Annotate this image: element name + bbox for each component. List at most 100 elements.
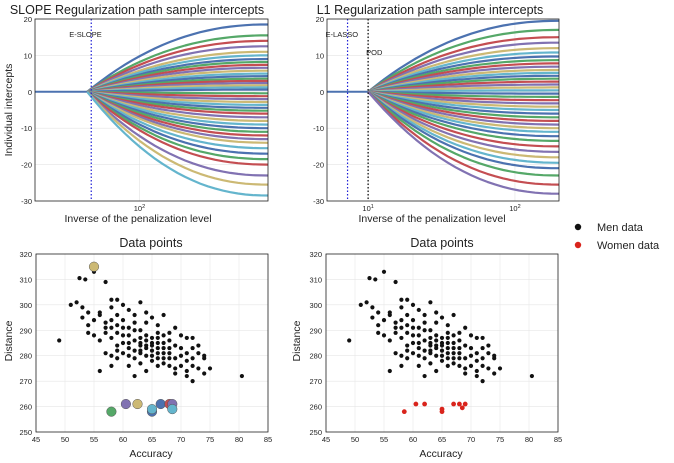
x-tick-label: 50 (351, 435, 359, 444)
x-tick-label: 70 (467, 435, 475, 444)
data-point-men (184, 368, 189, 374)
data-point-men (399, 335, 404, 341)
data-point-men (132, 338, 137, 343)
x-tick-label: 75 (496, 435, 504, 444)
x-tick-label: 60 (409, 435, 417, 444)
data-point-men (115, 323, 120, 328)
y-tick-label: 20 (24, 15, 32, 24)
regularization-path (367, 41, 559, 93)
data-point-men (457, 338, 462, 343)
regularization-path (367, 91, 560, 186)
data-point-men (173, 343, 178, 348)
regularization-path (367, 90, 559, 170)
y-tick-label: -20 (313, 161, 324, 170)
highlighted-point (120, 398, 131, 410)
y-tick-label: 280 (19, 352, 32, 361)
x-tick-label: 55 (380, 435, 388, 444)
data-point-men (149, 315, 155, 320)
data-point-men (434, 333, 439, 338)
data-point-men (410, 302, 416, 307)
data-point-men (126, 333, 131, 338)
regularization-path (86, 91, 269, 186)
data-point-men (486, 351, 491, 356)
data-point-men (57, 338, 62, 343)
data-point-men (190, 356, 195, 361)
data-point-men (207, 366, 213, 371)
data-point-men (239, 373, 244, 379)
data-point-men (529, 373, 535, 379)
data-point-men (103, 320, 108, 325)
data-point-men (120, 318, 126, 323)
data-point-men (86, 310, 91, 315)
y-tick-label: 270 (309, 377, 322, 386)
data-point-men (184, 351, 189, 356)
data-point-men (120, 302, 126, 307)
scatter-right-ylabel: Distance (291, 320, 303, 361)
data-point-men (486, 343, 491, 348)
data-point-men (132, 312, 137, 318)
data-point-men (480, 356, 485, 361)
data-point-men (497, 366, 503, 371)
data-point-men (422, 373, 427, 379)
regularization-path (367, 55, 559, 93)
regularization-path (86, 90, 269, 144)
x-tick-label: 60 (119, 435, 127, 444)
y-tick-label: 290 (19, 326, 32, 335)
data-point-men (80, 315, 85, 320)
data-point-men (422, 348, 427, 353)
data-point-men (144, 320, 149, 325)
data-point-men (422, 320, 427, 325)
data-point-men (428, 340, 433, 346)
data-point-women (462, 401, 468, 407)
regularization-path (86, 39, 269, 93)
slope-panel-xlabel: Inverse of the penalization level (64, 213, 211, 225)
data-point-men (161, 351, 166, 356)
data-point-men (196, 343, 201, 348)
x-tick-label: 75 (206, 435, 214, 444)
regularization-path (367, 47, 560, 93)
data-point-men (74, 300, 79, 305)
data-point-men (405, 348, 410, 353)
data-point-men (132, 356, 137, 361)
x-tick-label: 85 (264, 435, 272, 444)
data-point-men (416, 345, 421, 351)
data-point-men (202, 371, 207, 376)
y-tick-label: -10 (313, 124, 324, 133)
data-point-men (474, 368, 479, 374)
scatter-left-title: Data points (119, 236, 182, 250)
data-point-men (178, 353, 184, 358)
data-point-men (115, 312, 120, 318)
data-point-men (405, 312, 410, 318)
data-point-men (155, 340, 160, 346)
data-point-men (115, 356, 120, 361)
y-tick-label: 250 (19, 428, 32, 437)
x-tick-label: 70 (177, 435, 185, 444)
y-tick-label: 320 (309, 250, 322, 259)
x-tick-label: 50 (61, 435, 69, 444)
regularization-path (367, 51, 559, 93)
y-tick-label: 290 (309, 326, 322, 335)
data-point-men (364, 300, 369, 305)
data-point-men (434, 353, 439, 358)
data-point-men (138, 340, 143, 346)
data-point-men (474, 373, 479, 379)
regularization-path (367, 90, 559, 119)
data-point-men (445, 340, 450, 346)
regularization-path (86, 90, 268, 130)
data-point-men (184, 335, 189, 341)
data-point-men (155, 323, 160, 328)
data-point-men (126, 353, 131, 358)
data-point-men (202, 353, 207, 358)
data-point-men (393, 330, 398, 335)
regularization-path (86, 91, 269, 197)
regularization-path (367, 36, 560, 93)
data-point-men (399, 363, 404, 368)
data-point-men (196, 366, 201, 371)
regularization-path (87, 88, 268, 93)
data-point-men (167, 345, 172, 351)
scatter-panel-colored: Data points Accuracy Distance 45 50 55 60 65… (3, 236, 272, 460)
data-point-men (370, 305, 375, 310)
data-point-men (149, 353, 155, 358)
data-point-men (138, 300, 143, 305)
data-point-men (387, 368, 392, 374)
